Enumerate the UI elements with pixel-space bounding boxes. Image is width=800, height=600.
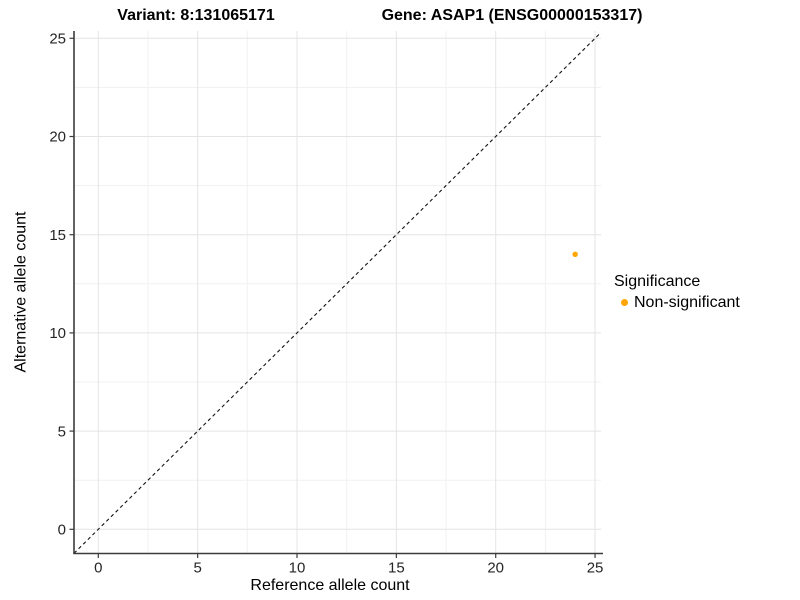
y-tick-label: 5 bbox=[58, 423, 66, 440]
y-tick-label: 15 bbox=[49, 227, 66, 244]
legend-marker-dot bbox=[621, 299, 628, 306]
y-tick-label: 0 bbox=[58, 522, 66, 539]
x-tick-label: 0 bbox=[94, 560, 102, 577]
legend-entry-label: Non-significant bbox=[634, 294, 740, 311]
x-tick-label: 10 bbox=[289, 560, 306, 577]
x-tick-label: 15 bbox=[388, 560, 405, 577]
plot-title-gene: Gene: ASAP1 (ENSG00000153317) bbox=[381, 7, 643, 24]
y-tick-label: 25 bbox=[49, 31, 66, 48]
legend-title: Significance bbox=[614, 273, 701, 290]
data-point bbox=[572, 251, 578, 258]
y-tick-label: 10 bbox=[49, 325, 66, 342]
legend: Significance Non-significant bbox=[614, 272, 740, 312]
plot-title-variant: Variant: 8:131065171 bbox=[117, 7, 275, 24]
x-tick-label: 5 bbox=[193, 560, 201, 577]
legend-entry-non-significant: Non-significant bbox=[614, 293, 740, 312]
y-tick-label: 20 bbox=[49, 129, 66, 146]
x-axis-title: Reference allele count bbox=[250, 577, 410, 594]
y-axis-title: Alternative allele count bbox=[12, 211, 30, 373]
x-tick-label: 25 bbox=[587, 560, 604, 577]
identity-line bbox=[73, 32, 602, 554]
x-tick-label: 20 bbox=[487, 560, 504, 577]
